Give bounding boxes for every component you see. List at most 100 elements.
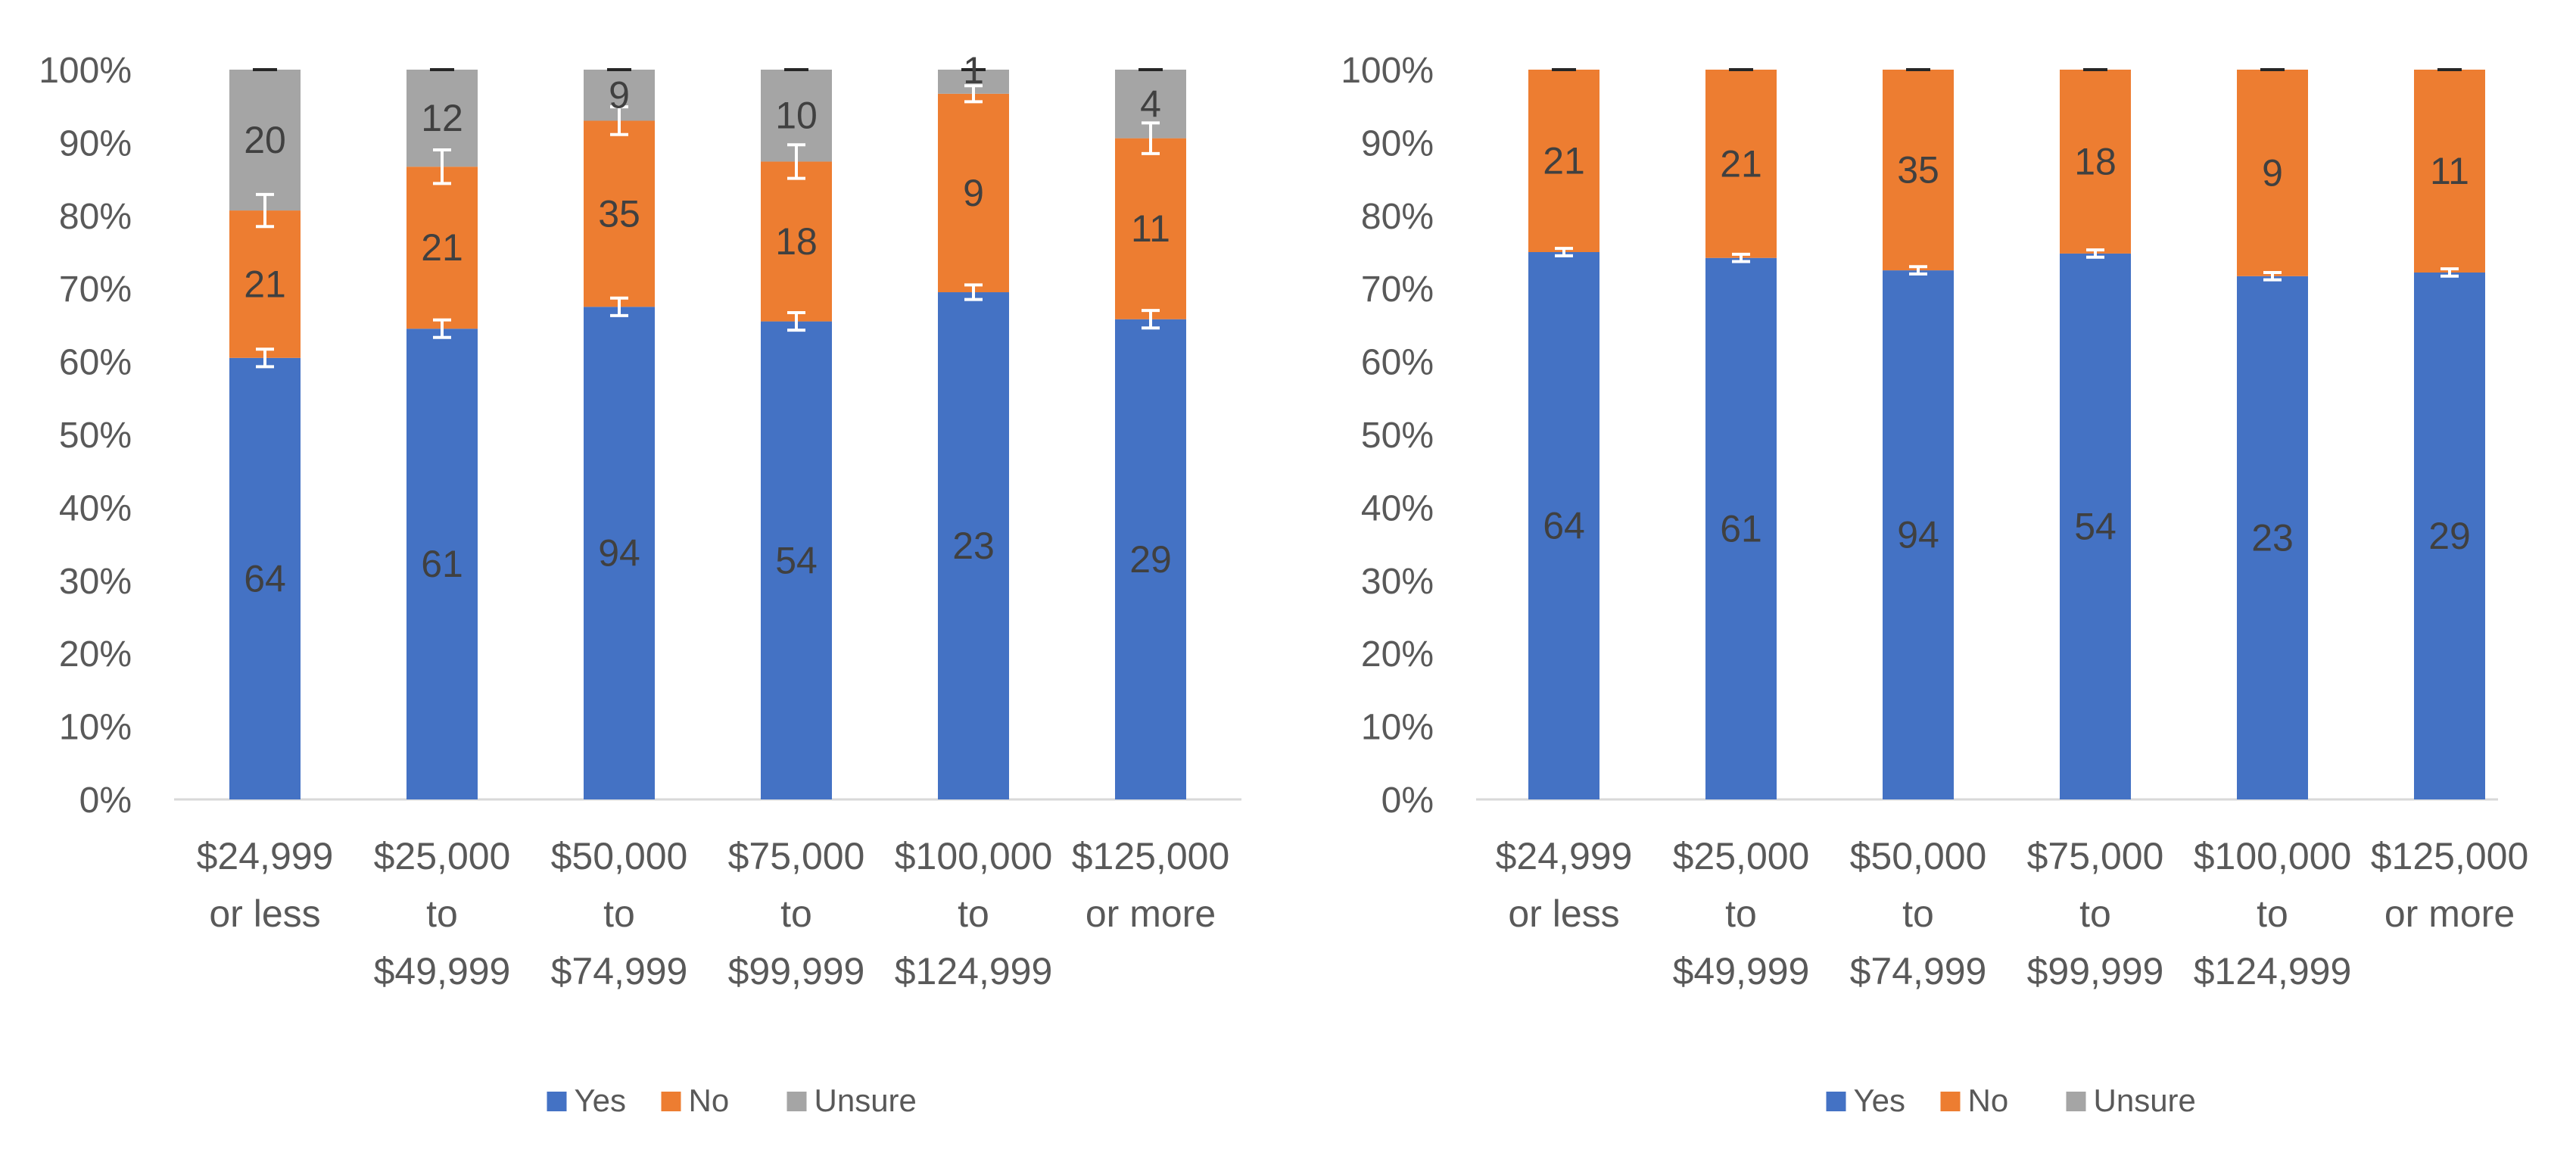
y-tick-label: 70%: [1361, 269, 1434, 310]
data-label-no: 9: [963, 172, 984, 214]
error-bar-yes: [787, 311, 805, 332]
legend-label-no: No: [689, 1083, 730, 1118]
bar-yes: [1883, 270, 1954, 800]
y-tick-label: 50%: [59, 416, 132, 456]
x-tick-label: $99,999: [728, 950, 865, 992]
data-label-no: 9: [2262, 151, 2283, 194]
data-label-no: 11: [1131, 207, 1170, 250]
x-tick-label: $49,999: [1673, 950, 1810, 992]
data-label-yes: 23: [952, 525, 995, 567]
x-tick-label: to: [958, 893, 989, 935]
x-tick-label: $49,999: [374, 950, 511, 992]
y-tick-label: 90%: [1361, 123, 1434, 164]
error-bar-yes: [433, 318, 451, 339]
bar-no: [2237, 70, 2308, 276]
x-tick-label: $100,000: [895, 835, 1053, 877]
data-label-unsure: 10: [775, 95, 818, 137]
y-tick-label: 20%: [59, 634, 132, 675]
error-bar-yes: [2441, 267, 2459, 278]
bar-yes: [1115, 319, 1186, 799]
error-bar-yes: [1142, 309, 1160, 330]
x-tick-label: or less: [1508, 893, 1619, 935]
legend-swatch-unsure: [787, 1092, 807, 1111]
bar-yes: [1705, 257, 1777, 799]
data-label-no: 21: [421, 226, 463, 269]
data-label-no: 11: [2430, 150, 2469, 192]
x-tick-label: $24,999: [197, 835, 334, 877]
y-tick-label: 80%: [59, 197, 132, 237]
bar-no: [938, 93, 1009, 293]
data-label-no: 35: [1897, 149, 1939, 192]
legend-label-yes: Yes: [575, 1083, 627, 1118]
y-tick-label: 90%: [59, 123, 132, 164]
x-tick-label: to: [603, 893, 635, 935]
data-label-yes: 64: [1543, 505, 1585, 547]
x-tick-label: $50,000: [1850, 835, 1987, 877]
error-bar-yes: [1909, 265, 1927, 276]
bar-no: [2414, 70, 2485, 273]
bar-yes: [761, 321, 832, 800]
x-tick-label: $125,000: [1072, 835, 1230, 877]
x-tick-label: to: [1725, 893, 1757, 935]
legend-label-no: No: [1968, 1083, 2009, 1118]
x-tick-label: $50,000: [551, 835, 688, 877]
data-label-unsure: 12: [421, 97, 463, 139]
x-tick-label: $75,000: [728, 835, 865, 877]
data-label-unsure: 4: [1140, 83, 1161, 125]
data-label-yes: 61: [1720, 507, 1762, 550]
bar-no: [406, 167, 478, 329]
right-stacked-bar-chart: 0% 10% 20% 30% 40% 50% 60% 70% 80% 90% 100% 64 21 $24…: [1341, 51, 2528, 1118]
bar-no: [1883, 70, 1954, 271]
error-bar-no: [256, 192, 274, 229]
bar-yes: [229, 357, 301, 799]
data-label-yes: 61: [421, 543, 463, 585]
data-label-yes: 94: [1897, 514, 1939, 556]
x-tick-label: $125,000: [2371, 835, 2529, 877]
y-tick-label: 100%: [1341, 51, 1434, 91]
x-tick-label: $124,999: [2194, 950, 2352, 992]
bar-yes: [2060, 253, 2131, 800]
bar-yes: [2237, 276, 2308, 799]
data-label-unsure: 20: [244, 119, 286, 161]
x-tick-label: or more: [1086, 893, 1216, 935]
data-label-no: 18: [2074, 140, 2117, 182]
legend-label-yes: Yes: [1854, 1083, 1906, 1118]
x-tick-label: or more: [2384, 893, 2515, 935]
error-bar-yes: [256, 347, 274, 369]
error-bar-no: [433, 148, 451, 185]
y-tick-label: 20%: [1361, 634, 1434, 675]
bar-yes: [2414, 272, 2485, 799]
error-bar-no: [964, 84, 983, 104]
legend-swatch-no: [1940, 1092, 1961, 1111]
x-tick-label: to: [426, 893, 458, 935]
legend-item-yes: Yes: [1826, 1083, 1906, 1118]
legend-item-unsure: Unsure: [787, 1083, 917, 1118]
x-tick-label: to: [2079, 893, 2111, 935]
data-label-unsure: 1: [963, 49, 984, 92]
bar-yes: [938, 292, 1009, 799]
y-tick-label: 80%: [1361, 197, 1434, 237]
x-tick-label: $24,999: [1496, 835, 1633, 877]
legend-item-unsure: Unsure: [2066, 1083, 2196, 1118]
bar-no: [229, 210, 301, 358]
y-tick-label: 10%: [1361, 708, 1434, 748]
x-tick-label: $25,000: [374, 835, 511, 877]
x-tick-label: $74,999: [1850, 950, 1987, 992]
y-tick-label: 70%: [59, 269, 132, 310]
y-tick-label: 0%: [79, 780, 132, 821]
x-tick-label: to: [1902, 893, 1934, 935]
legend-swatch-unsure: [2066, 1092, 2086, 1111]
x-tick-label: $75,000: [2027, 835, 2164, 877]
left-stacked-bar-chart: 0% 10% 20% 30% 40% 50% 60% 70% 80% 90% 100% 64 21 20 $…: [39, 49, 1241, 1118]
bar-yes: [406, 329, 478, 800]
legend-label-unsure: Unsure: [2094, 1083, 2196, 1118]
legend-item-no: No: [1940, 1083, 2009, 1118]
data-label-yes: 94: [598, 532, 640, 575]
y-tick-label: 10%: [59, 708, 132, 748]
error-bar-yes: [1555, 247, 1573, 257]
error-bar-yes: [1732, 252, 1750, 263]
data-label-yes: 64: [244, 557, 286, 600]
legend-item-yes: Yes: [547, 1083, 627, 1118]
bar-no: [1115, 138, 1186, 319]
